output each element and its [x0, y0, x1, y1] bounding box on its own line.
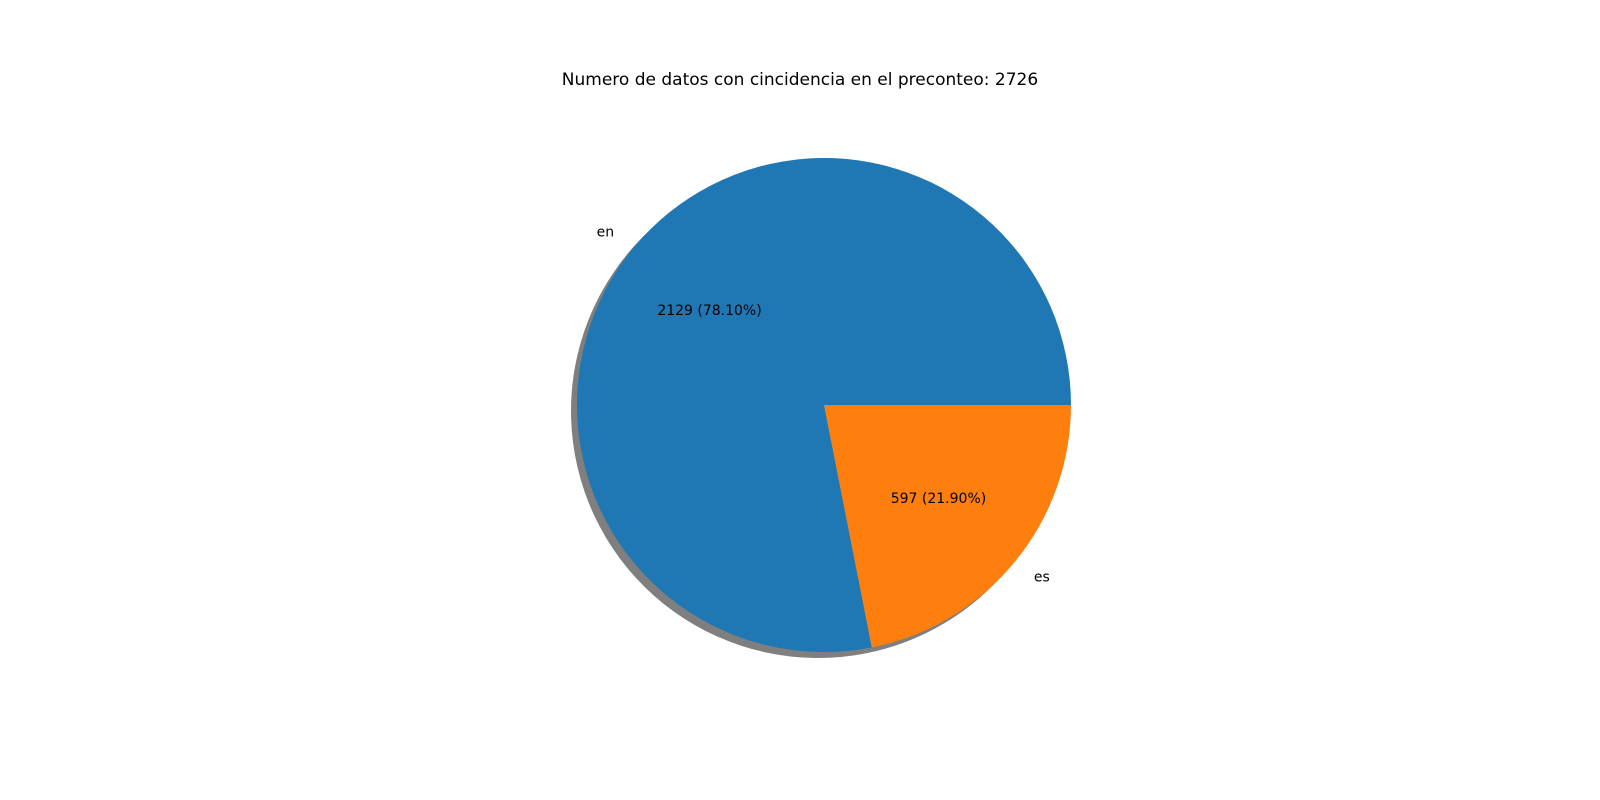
pie-value-label-es: 597 (21.90%)	[891, 491, 986, 507]
pie-slice-es	[824, 405, 1071, 648]
pie-slices	[577, 157, 1072, 652]
chart-title: Numero de datos con cincidencia en el pr…	[561, 70, 1039, 90]
pie-slice-en	[577, 157, 1072, 652]
pie-label-es: es	[1034, 570, 1050, 586]
pie-labels: en 2129 (78.10%) es 597 (21.90%)	[597, 224, 1050, 585]
pie-label-en: en	[597, 224, 615, 240]
pie-value-label-en: 2129 (78.10%)	[657, 303, 761, 319]
